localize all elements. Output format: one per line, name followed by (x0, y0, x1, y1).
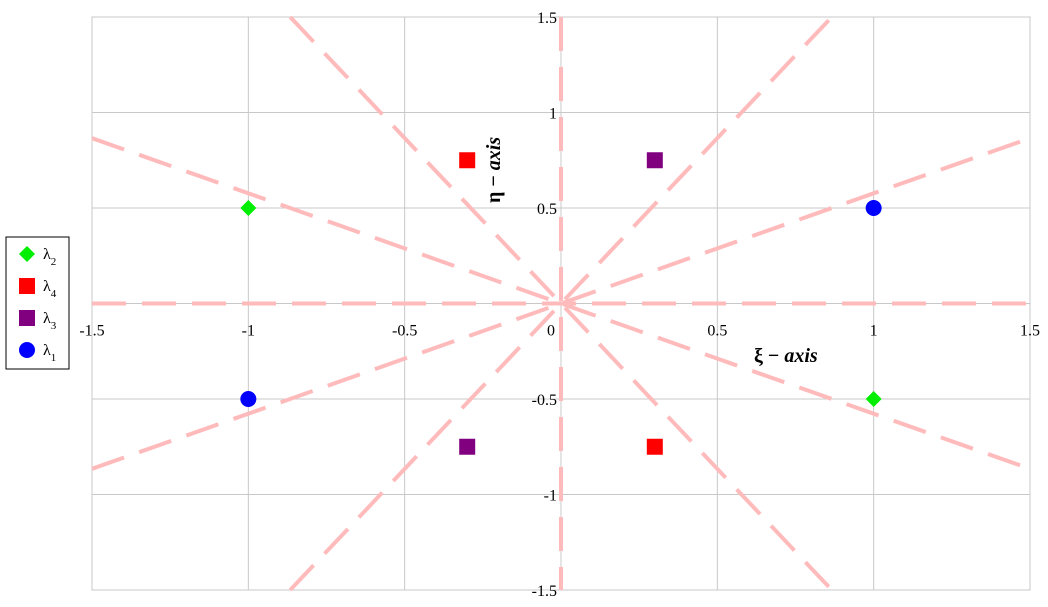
reference-line (91, 136, 1031, 471)
y-tick-label: 0.5 (537, 201, 557, 218)
legend-label: λ3 (43, 310, 57, 332)
legend: λ2 λ4 λ3 λ1 (5, 236, 70, 370)
x-tick-label: -1.5 (79, 323, 104, 340)
x-tick-label: 1.5 (1020, 323, 1040, 340)
legend-label: λ2 (43, 246, 56, 268)
reference-lines (91, 15, 1031, 592)
legend-marker (19, 310, 35, 326)
tick-labels: -1.5 -1 -0.5 0 0.5 1 1.5 1.5 1 0.5 -0.5 -1 -1.5 (79, 10, 1040, 600)
legend-label: λ4 (43, 278, 57, 300)
point-λ3 (459, 438, 476, 455)
legend-marker (19, 278, 35, 294)
point-λ1 (240, 391, 257, 407)
legend-label: λ1 (43, 342, 56, 364)
y-tick-label: 1 (549, 106, 557, 123)
reference-line (288, 15, 834, 592)
y-axis-label: η − axis (483, 137, 505, 203)
point-λ3 (646, 152, 663, 169)
y-tick-label: -0.5 (532, 392, 557, 409)
x-tick-label: 1 (870, 323, 878, 340)
y-tick-label: 1.5 (537, 10, 557, 27)
point-λ4 (459, 152, 476, 169)
point-λ4 (646, 438, 663, 455)
x-tick-label: -1 (242, 323, 255, 340)
reference-line (288, 15, 834, 592)
axis-labels: ξ − axis η − axis (483, 137, 818, 367)
data-points (240, 152, 882, 455)
legend-marker (19, 246, 35, 262)
x-tick-label: -0.5 (392, 323, 417, 340)
x-axis-label: ξ − axis (754, 345, 818, 367)
point-λ2 (865, 391, 882, 407)
y-tick-label: -1.5 (532, 583, 557, 600)
legend-box (5, 236, 70, 370)
x-tick-label: 0 (547, 323, 555, 340)
x-tick-label: 0.5 (707, 323, 727, 340)
point-λ2 (240, 200, 257, 216)
y-tick-label: -1 (544, 488, 557, 505)
reference-line (91, 136, 1031, 471)
legend-marker (19, 342, 35, 358)
point-λ1 (865, 200, 882, 216)
